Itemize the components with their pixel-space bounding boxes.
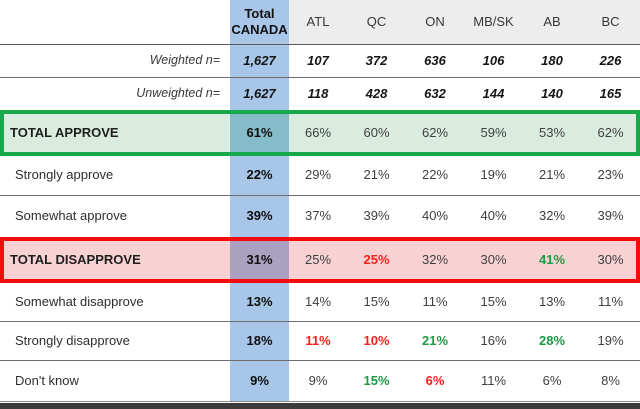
cell-somewhat-approve-qc: 39% (363, 208, 390, 224)
cell-somewhat-disapprove-on: 11% (422, 293, 448, 309)
table-row-strongly-disapprove: Strongly disapprove 18% 11% 10% 21% 16% 28% 19% (0, 322, 640, 361)
cell-somewhat-approve-on: 40% (421, 208, 449, 224)
cell-total-approve-atl: 66% (289, 110, 347, 156)
bottom-edge-bar (0, 403, 640, 409)
cell-somewhat-approve-atl: 37% (304, 208, 332, 224)
column-header-bc: BC (581, 0, 640, 44)
row-label-somewhat-approve: Somewhat approve (15, 208, 128, 224)
cell-somewhat-disapprove-atl: 14% (304, 293, 332, 309)
cell-dont-know-mbsk: 11% (480, 372, 507, 388)
cell-weighted-n-mbsk: 106 (482, 52, 505, 68)
cell-unweighted-n-atl: 118 (307, 85, 329, 101)
cell-strongly-disapprove-ab: 28% (538, 332, 566, 348)
row-label-strongly-approve: Strongly approve (15, 167, 114, 183)
column-header-total-canada: Total CANADA (230, 0, 289, 44)
cell-strongly-approve-on: 22% (421, 167, 449, 183)
table-row-somewhat-approve: Somewhat approve 39% 37% 39% 40% 40% 32% 39% (0, 196, 640, 237)
cell-weighted-n-on: 636 (424, 52, 446, 68)
table-row-somewhat-disapprove: Somewhat disapprove 13% 14% 15% 11% 15% 13% 11% (0, 283, 640, 322)
cell-strongly-approve-atl: 29% (304, 167, 332, 183)
table-header-row: Total CANADA ATL QC ON MB/SK AB BC (0, 0, 640, 45)
cell-total-disapprove-canada: 31% (230, 237, 289, 283)
cell-dont-know-atl: 9% (308, 372, 328, 388)
column-header-atl: ATL (289, 0, 347, 44)
row-label-strongly-disapprove: Strongly disapprove (15, 332, 130, 348)
column-header-on: ON (406, 0, 464, 44)
cell-somewhat-disapprove-qc: 15% (363, 293, 390, 309)
table-row-strongly-approve: Strongly approve 22% 29% 21% 22% 19% 21% 23% (0, 156, 640, 196)
cell-strongly-disapprove-mbsk: 16% (480, 332, 507, 348)
cell-strongly-disapprove-bc: 19% (597, 332, 624, 348)
cell-strongly-approve-bc: 23% (597, 167, 624, 183)
cell-strongly-disapprove-qc: 10% (363, 332, 390, 348)
column-header-ab: AB (523, 0, 581, 44)
cell-unweighted-n-on: 632 (424, 85, 446, 101)
cell-unweighted-n-ab: 140 (541, 85, 563, 101)
cell-total-disapprove-ab: 41% (523, 237, 581, 283)
table-row-unweighted-n: Unweighted n= 1,627 118 428 632 144 140 165 (0, 78, 640, 110)
cell-weighted-n-canada: 1,627 (230, 45, 289, 77)
cell-total-approve-canada: 61% (230, 110, 289, 156)
cell-somewhat-approve-mbsk: 40% (480, 208, 507, 224)
row-label-somewhat-disapprove: Somewhat disapprove (15, 293, 144, 309)
cell-total-disapprove-bc: 30% (581, 237, 640, 283)
row-label-total-approve: TOTAL APPROVE (0, 110, 230, 156)
cell-weighted-n-qc: 372 (365, 52, 388, 68)
total-canada-line1: Total (244, 6, 275, 22)
cell-strongly-disapprove-canada: 18% (230, 322, 289, 360)
table-row-total-disapprove: TOTAL DISAPPROVE 31% 25% 25% 32% 30% 41% 30% (0, 237, 640, 283)
cell-weighted-n-ab: 180 (541, 52, 563, 68)
table-row-dont-know: Don't know 9% 9% 15% 6% 11% 6% 8% (0, 361, 640, 402)
cell-strongly-approve-canada: 22% (230, 156, 289, 195)
cell-dont-know-on: 6% (425, 372, 445, 388)
cell-strongly-disapprove-atl: 11% (305, 332, 331, 348)
cell-unweighted-n-bc: 165 (599, 85, 622, 101)
table-row-weighted-n: Weighted n= 1,627 107 372 636 106 180 226 (0, 45, 640, 78)
cell-total-approve-ab: 53% (523, 110, 581, 156)
cell-total-disapprove-on: 32% (406, 237, 464, 283)
row-label-weighted-n: Weighted n= (149, 53, 220, 68)
cell-total-disapprove-atl: 25% (289, 237, 347, 283)
cell-somewhat-disapprove-bc: 11% (597, 293, 624, 309)
column-header-qc: QC (347, 0, 406, 44)
cell-total-approve-bc: 62% (581, 110, 640, 156)
cell-weighted-n-bc: 226 (599, 52, 622, 68)
cell-total-approve-qc: 60% (347, 110, 406, 156)
cell-weighted-n-atl: 107 (307, 52, 329, 68)
cell-somewhat-approve-ab: 32% (538, 208, 566, 224)
cell-strongly-disapprove-on: 21% (421, 332, 449, 348)
cell-somewhat-disapprove-canada: 13% (230, 283, 289, 321)
header-spacer (0, 0, 230, 44)
cell-dont-know-bc: 8% (601, 372, 620, 388)
table-row-total-approve: TOTAL APPROVE 61% 66% 60% 62% 59% 53% 62% (0, 110, 640, 156)
cell-total-approve-on: 62% (406, 110, 464, 156)
cell-dont-know-qc: 15% (363, 372, 390, 388)
cell-somewhat-disapprove-ab: 13% (538, 293, 566, 309)
row-label-total-disapprove: TOTAL DISAPPROVE (0, 237, 230, 283)
cell-total-approve-mbsk: 59% (464, 110, 523, 156)
column-header-mbsk: MB/SK (464, 0, 523, 44)
cell-unweighted-n-qc: 428 (365, 85, 388, 101)
row-label-dont-know: Don't know (15, 372, 79, 388)
cell-dont-know-canada: 9% (230, 361, 289, 401)
bottom-spacer (0, 402, 640, 403)
cell-strongly-approve-qc: 21% (363, 167, 390, 183)
cell-somewhat-disapprove-mbsk: 15% (480, 293, 507, 309)
row-label-unweighted-n: Unweighted n= (136, 86, 220, 101)
total-canada-line2: CANADA (231, 22, 288, 37)
cell-somewhat-approve-canada: 39% (230, 196, 289, 237)
cell-somewhat-approve-bc: 39% (597, 208, 624, 224)
cell-dont-know-ab: 6% (542, 372, 562, 388)
cell-unweighted-n-mbsk: 144 (482, 85, 505, 101)
cell-total-disapprove-mbsk: 30% (464, 237, 523, 283)
cell-strongly-approve-ab: 21% (538, 167, 566, 183)
cell-total-disapprove-qc: 25% (347, 237, 406, 283)
cell-unweighted-n-canada: 1,627 (230, 78, 289, 110)
cell-strongly-approve-mbsk: 19% (480, 167, 507, 183)
